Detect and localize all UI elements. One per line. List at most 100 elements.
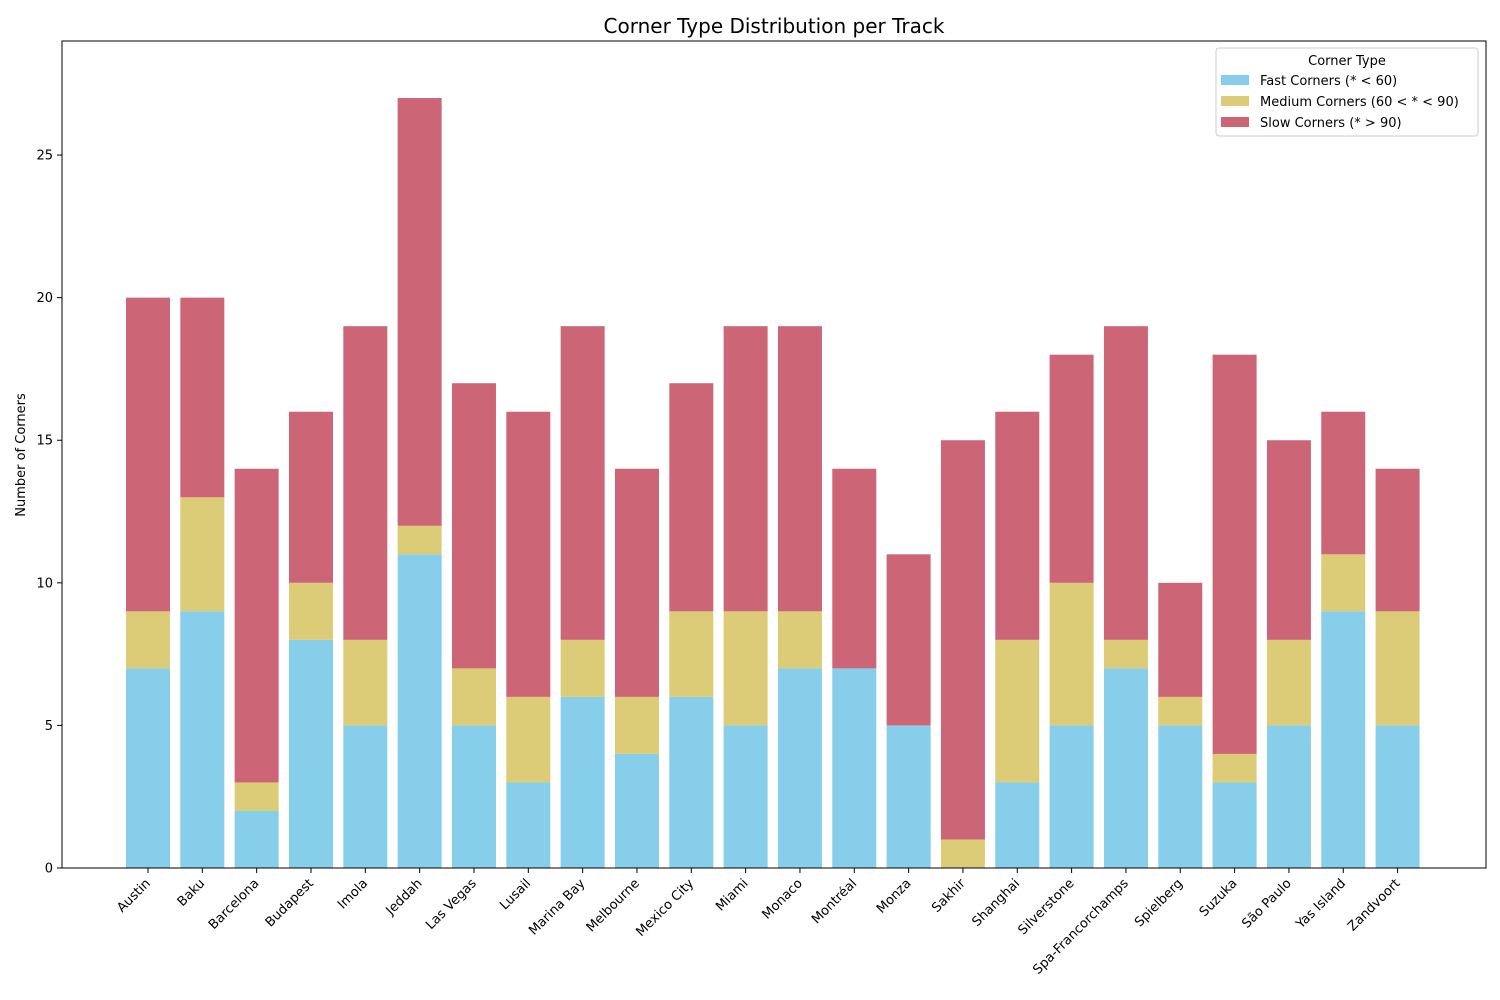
bar-yas-island-series-0 — [1321, 611, 1366, 868]
x-tick-label: Mexico City — [633, 876, 697, 940]
legend: Corner Type Fast Corners (* < 60) Medium … — [1215, 47, 1479, 137]
legend-label-0: Fast Corners (* < 60) — [1260, 74, 1397, 89]
bar-barcelona-series-0 — [234, 810, 279, 868]
legend-swatch-2 — [1221, 117, 1249, 127]
bar-jeddah-series-2 — [397, 98, 442, 526]
x-tick-label: São Paulo — [1239, 876, 1294, 931]
x-tick-label: Yas Island — [1293, 876, 1349, 932]
bar-lusail-series-0 — [506, 782, 551, 868]
bar-montr-al-series-2 — [832, 468, 877, 669]
x-tick-label: Budapest — [263, 876, 317, 930]
bar-las-vegas-series-1 — [451, 668, 496, 726]
bar-barcelona-series-1 — [234, 782, 279, 811]
bar-zandvoort-series-2 — [1375, 468, 1420, 612]
y-tick-label: 10 — [36, 576, 53, 591]
x-tick-label: Miami — [713, 876, 751, 914]
bar-austin-series-1 — [126, 611, 170, 669]
bar-baku-series-1 — [180, 497, 225, 612]
legend-swatch-0 — [1221, 75, 1249, 85]
bar-silverstone-series-0 — [1049, 725, 1094, 868]
bar-zandvoort-series-0 — [1375, 725, 1420, 868]
bar-silverstone-series-2 — [1049, 354, 1094, 583]
x-tick-label: Jeddah — [383, 876, 426, 919]
y-tick-label: 15 — [36, 434, 53, 449]
bar-imola-series-1 — [343, 639, 388, 726]
bar-jeddah-series-0 — [397, 554, 442, 868]
y-tick-label: 0 — [45, 862, 53, 877]
legend-label-2: Slow Corners (* > 90) — [1260, 116, 1402, 131]
x-tick-label: Spa-Francorchamps — [1030, 876, 1132, 978]
bar-baku-series-2 — [180, 297, 225, 498]
bar-yas-island-series-1 — [1321, 554, 1366, 612]
bar-melbourne-series-0 — [614, 753, 659, 868]
x-tick-label: Zandvoort — [1345, 876, 1403, 934]
bar-s-o-paulo-series-0 — [1266, 725, 1311, 868]
x-tick-label: Austin — [114, 876, 153, 915]
bar-monaco-series-1 — [777, 611, 822, 669]
bar-budapest-series-2 — [288, 411, 333, 583]
bar-suzuka-series-0 — [1212, 782, 1257, 868]
bar-montr-al-series-0 — [832, 668, 877, 868]
bar-miami-series-2 — [723, 326, 768, 612]
bar-austin-series-2 — [126, 297, 170, 612]
bar-miami-series-1 — [723, 611, 768, 726]
bar-marina-bay-series-2 — [560, 326, 605, 640]
bar-baku-series-0 — [180, 611, 225, 868]
y-axis-label: Number of Corners — [14, 393, 29, 517]
bar-shanghai-series-1 — [995, 639, 1040, 783]
bar-zandvoort-series-1 — [1375, 611, 1420, 726]
bar-marina-bay-series-1 — [560, 639, 605, 697]
bar-las-vegas-series-2 — [451, 383, 496, 669]
x-tick-label: Montréal — [809, 876, 860, 927]
x-tick-label: Lusail — [497, 876, 534, 913]
bar-sakhir-series-1 — [940, 839, 985, 868]
bar-austin-series-0 — [126, 668, 170, 868]
bar-monza-series-2 — [886, 554, 931, 726]
x-tick-label: Spielberg — [1132, 876, 1186, 930]
x-tick-label: Marina Bay — [526, 876, 588, 938]
bar-spielberg-series-2 — [1158, 582, 1203, 697]
bar-mexico-city-series-0 — [669, 696, 714, 868]
bar-marina-bay-series-0 — [560, 696, 605, 868]
x-tick-label: Monza — [874, 876, 914, 916]
bar-melbourne-series-2 — [614, 468, 659, 697]
bar-budapest-series-1 — [288, 582, 333, 640]
bar-monaco-series-0 — [777, 668, 822, 868]
bar-melbourne-series-1 — [614, 696, 659, 754]
bar-miami-series-0 — [723, 725, 768, 868]
y-tick-label: 25 — [36, 149, 53, 164]
x-tick-label: Imola — [335, 876, 371, 912]
bar-spa-francorchamps-series-0 — [1103, 668, 1148, 868]
bar-silverstone-series-1 — [1049, 582, 1094, 726]
bar-barcelona-series-2 — [234, 468, 279, 783]
bar-yas-island-series-2 — [1321, 411, 1366, 555]
bar-budapest-series-0 — [288, 639, 333, 868]
bar-shanghai-series-2 — [995, 411, 1040, 640]
x-tick-label: Monaco — [759, 876, 805, 922]
x-tick-label: Melbourne — [584, 876, 643, 935]
x-tick-label: Shanghai — [970, 876, 1024, 930]
bar-suzuka-series-1 — [1212, 753, 1257, 783]
x-tick-label: Suzuka — [1197, 876, 1241, 920]
x-tick-label: Barcelona — [206, 876, 262, 932]
bar-shanghai-series-0 — [995, 782, 1040, 868]
legend-swatch-1 — [1221, 96, 1249, 106]
bar-suzuka-series-2 — [1212, 354, 1257, 754]
bar-monaco-series-2 — [777, 326, 822, 612]
bar-las-vegas-series-0 — [451, 725, 496, 868]
bars-group — [126, 98, 1420, 868]
bar-s-o-paulo-series-2 — [1266, 440, 1311, 640]
y-tick-label: 20 — [36, 291, 53, 306]
bar-imola-series-0 — [343, 725, 388, 868]
legend-label-1: Medium Corners (60 < * < 90) — [1260, 95, 1459, 110]
x-tick-label: Baku — [175, 876, 208, 909]
x-tick-label: Las Vegas — [423, 876, 480, 933]
chart-title: Corner Type Distribution per Track — [604, 14, 945, 38]
y-tick-label: 5 — [45, 719, 53, 734]
bar-jeddah-series-1 — [397, 525, 442, 555]
bar-mexico-city-series-2 — [669, 383, 714, 612]
legend-frame — [1215, 47, 1479, 137]
bar-sakhir-series-2 — [940, 440, 985, 840]
